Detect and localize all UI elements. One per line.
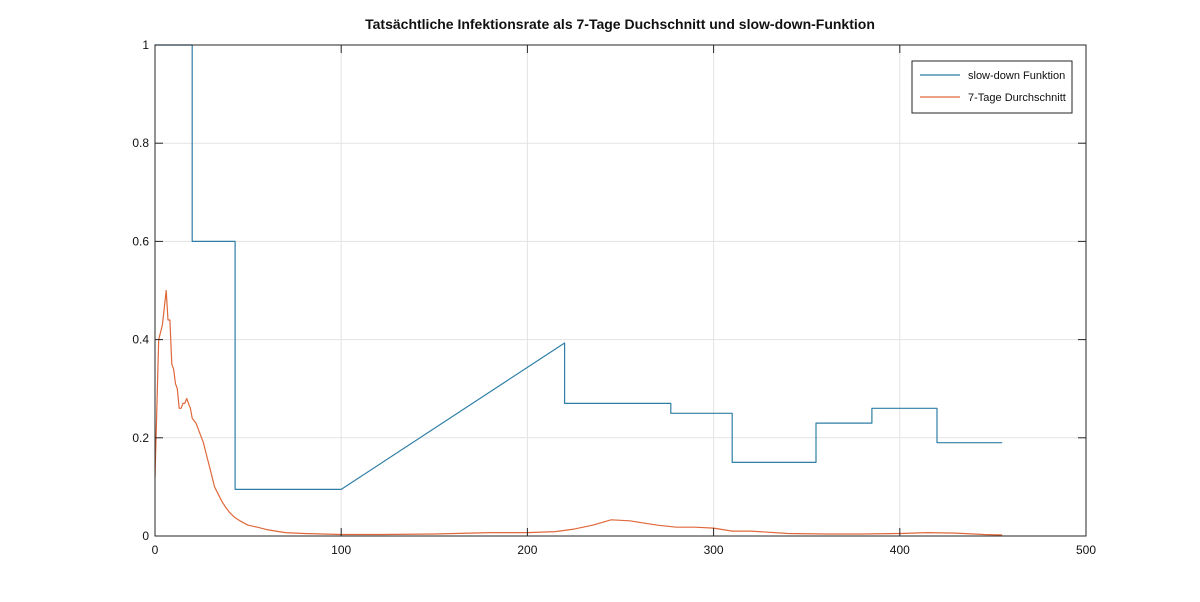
y-tick-label: 0.6 — [132, 234, 149, 248]
x-tick-label: 400 — [890, 543, 910, 557]
x-tick-label: 0 — [152, 543, 159, 557]
legend-label: slow-down Funktion — [968, 70, 1065, 82]
legend: slow-down Funktion 7-Tage Durchschnitt — [911, 60, 1073, 114]
legend-box — [911, 60, 1073, 114]
y-tick-label: 0.2 — [132, 431, 149, 445]
y-tick-label: 0.8 — [132, 136, 149, 150]
series-line-slow-down — [155, 44, 1003, 490]
legend-label: 7-Tage Durchschnitt — [968, 92, 1066, 104]
x-tick-label: 100 — [331, 543, 351, 557]
x-tick-label: 300 — [704, 543, 724, 557]
y-tick-label: 0.4 — [132, 333, 149, 347]
ticks: 0 100 200 300 400 500 0 0.2 0.4 0.6 0.8 1 — [132, 38, 1096, 557]
x-tick-label: 500 — [1076, 543, 1096, 557]
plot-area-frame — [154, 44, 1087, 537]
x-tick-label: 200 — [517, 543, 537, 557]
y-tick-label: 0 — [142, 529, 149, 543]
chart-title: Tatsächtliche Infektionsrate als 7-Tage … — [365, 16, 875, 32]
y-tick-label: 1 — [142, 38, 149, 52]
